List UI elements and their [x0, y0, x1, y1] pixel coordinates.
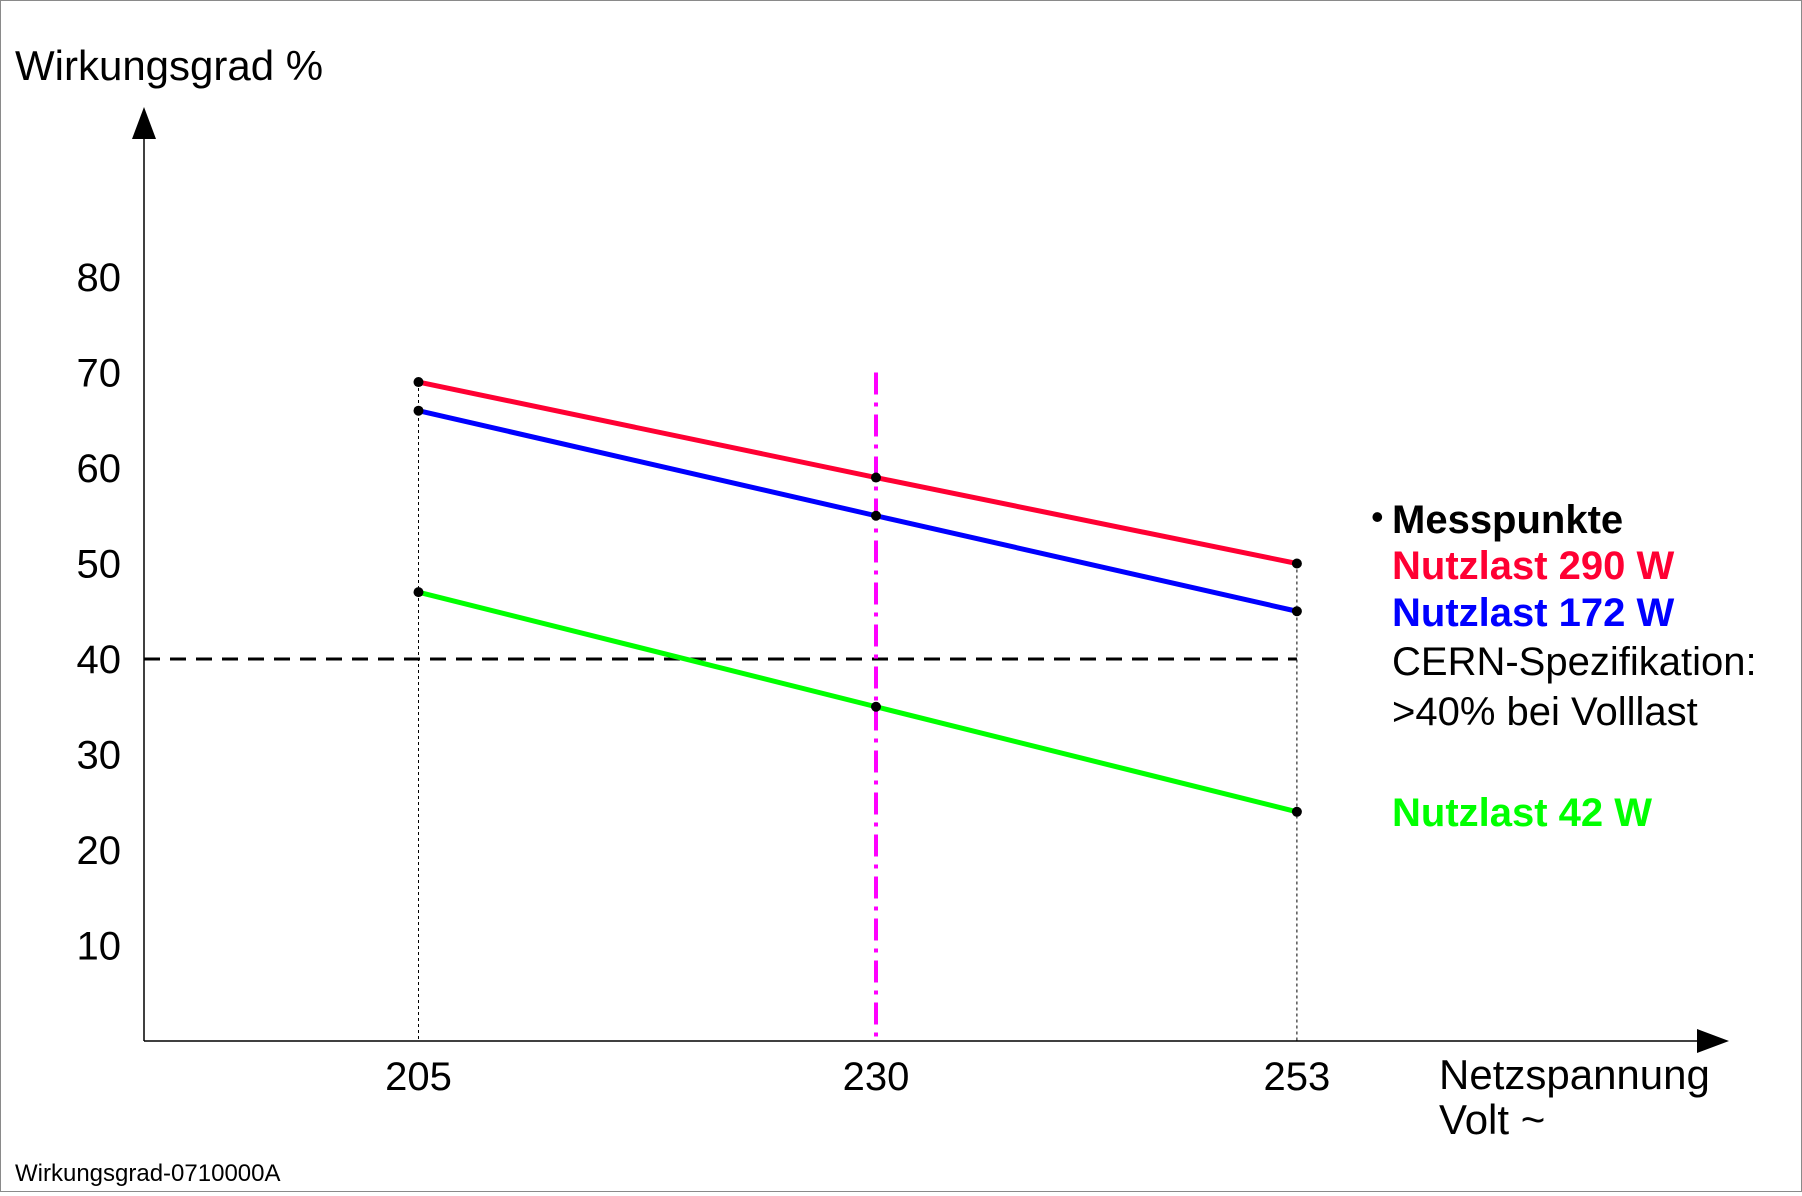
legend-series-0: Nutzlast 290 W: [1392, 544, 1675, 588]
x-axis-title-line1: Netzspannung: [1439, 1051, 1710, 1098]
y-tick-label: 70: [77, 352, 122, 396]
measure-point: [871, 701, 881, 712]
y-axis-arrow-icon: [132, 107, 156, 139]
series-line-2: [417, 589, 1298, 815]
measure-point: [413, 587, 424, 598]
measure-point: [1291, 806, 1302, 817]
x-axis-arrow-icon: [1697, 1029, 1729, 1053]
series-line-1: [417, 408, 1298, 614]
series-line-0: [417, 379, 1298, 566]
legend-measure-points: Messpunkte: [1392, 498, 1623, 542]
legend: • Messpunkte Nutzlast 290 W Nutzlast 172…: [1371, 496, 1757, 835]
measure-point: [1291, 606, 1302, 617]
y-tick-label: 30: [77, 734, 122, 778]
x-tick-label: 253: [1264, 1055, 1331, 1099]
y-tick-label: 40: [77, 638, 122, 682]
y-tick-label: 50: [77, 543, 122, 587]
y-axis-title: Wirkungsgrad %: [15, 42, 323, 89]
measure-point: [871, 510, 881, 521]
measure-point: [871, 472, 881, 483]
x-tick-label: 205: [385, 1055, 452, 1099]
measure-point: [413, 377, 424, 388]
legend-series-1: Nutzlast 172 W: [1392, 591, 1675, 635]
x-tick-label: 230: [843, 1055, 910, 1099]
y-tick-label: 60: [77, 447, 122, 491]
y-tick-label: 20: [77, 829, 122, 873]
legend-cern-line1: CERN-Spezifikation:: [1392, 640, 1757, 684]
legend-series-2: Nutzlast 42 W: [1392, 791, 1652, 835]
y-tick-label: 10: [77, 925, 122, 969]
figure-id: Wirkungsgrad-0710000A: [15, 1160, 281, 1187]
measure-point: [1291, 558, 1302, 569]
x-axis-title-line2: Volt ~: [1439, 1096, 1545, 1143]
measure-point: [413, 405, 424, 416]
y-tick-label: 80: [77, 256, 122, 300]
legend-cern-line2: >40% bei Volllast: [1392, 690, 1698, 734]
legend-bullet-icon: •: [1371, 496, 1384, 537]
